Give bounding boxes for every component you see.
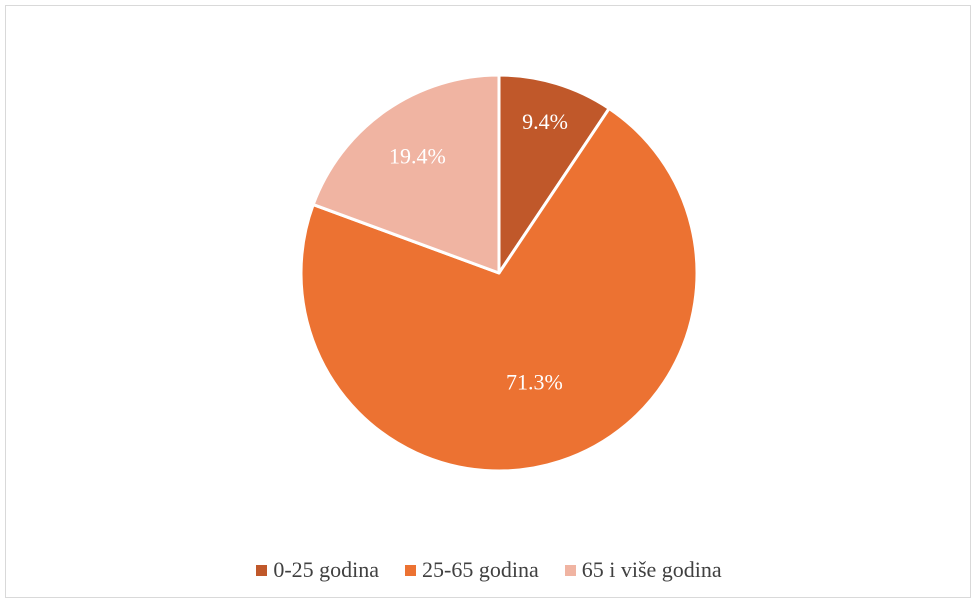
legend-item-65-plus: 65 i više godina [564,557,722,583]
slice-label-65-plus: 19.4% [389,144,446,169]
pie-chart: 9.4% 71.3% 19.4% [299,73,699,473]
legend-label-0-25: 0-25 godina [273,557,380,582]
slice-label-25-65: 71.3% [506,370,563,395]
legend-swatch-0-25 [256,564,268,576]
legend-item-0-25: 0-25 godina [256,557,379,583]
slice-label-0-25: 9.4% [522,109,568,134]
legend-item-25-65: 25-65 godina [405,557,539,583]
pie-slice-65-plus [311,73,501,275]
legend-label-25-65: 25-65 godina [422,557,539,582]
legend-swatch-25-65 [405,564,417,576]
legend: 0-25 godina 25-65 godina 65 i više godin… [6,557,972,583]
pie-slice-25-65 [299,106,699,473]
legend-swatch-65-plus [564,564,576,576]
pie-slice-0-25 [497,73,611,275]
legend-label-65-plus: 65 i više godina [581,557,722,582]
chart-frame: 9.4% 71.3% 19.4% 0-25 godina 25-65 godina … [5,5,971,598]
